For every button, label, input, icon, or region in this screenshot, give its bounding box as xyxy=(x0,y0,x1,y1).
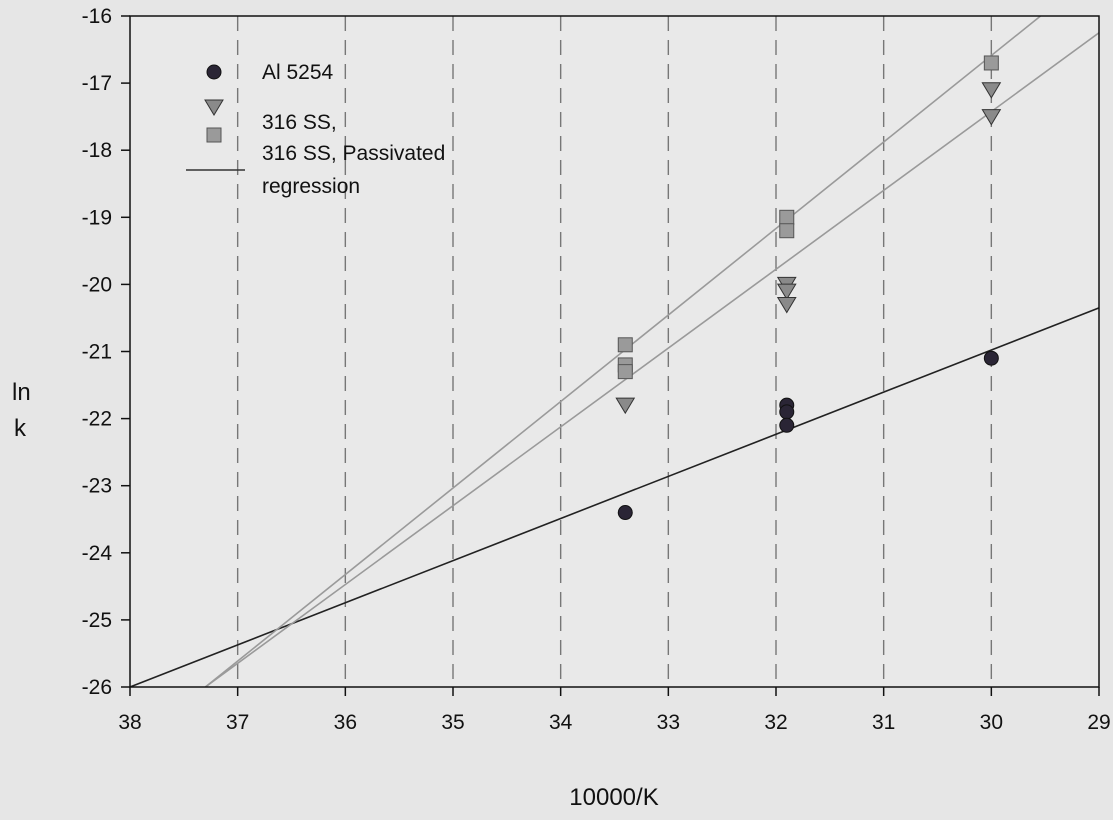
regression-lines xyxy=(130,16,1099,687)
axes: 38 37 36 35 34 33 32 31 30 29 -16 -17 -18 -19 -20 -21 -2… xyxy=(82,5,1111,734)
y-tick-label: -20 xyxy=(82,273,112,296)
legend-marker-316ss-passivated xyxy=(206,127,222,143)
legend-label-regression: regression xyxy=(262,175,360,198)
y-tick-label: -23 xyxy=(82,475,112,498)
data-point xyxy=(779,209,795,225)
y-axis-label-line-2: k xyxy=(14,415,27,442)
plot-area xyxy=(130,16,1099,687)
data-point xyxy=(617,337,633,353)
y-tick-label: -16 xyxy=(82,5,112,28)
legend-label-316ss: 316 SS, xyxy=(262,111,337,134)
x-tick-label: 31 xyxy=(872,711,895,734)
x-tick-label: 35 xyxy=(441,711,464,734)
x-tick-label: 33 xyxy=(657,711,680,734)
regression-line xyxy=(204,32,1099,687)
data-point xyxy=(779,417,795,433)
regression-line xyxy=(204,16,1042,687)
legend-label-316ss-passivated: 316 SS, Passivated xyxy=(262,142,445,165)
y-axis-label-line-1: ln xyxy=(12,379,31,406)
y-tick-label: -26 xyxy=(82,676,112,699)
x-axis-label: 10000/K xyxy=(569,784,658,811)
data-point xyxy=(776,297,797,314)
y-tick-label: -22 xyxy=(82,408,112,431)
y-tick-label: -19 xyxy=(82,206,112,229)
data-points xyxy=(615,55,1002,521)
x-tick-label: 29 xyxy=(1087,711,1110,734)
x-tick-label: 32 xyxy=(764,711,787,734)
x-tick-label: 36 xyxy=(334,711,357,734)
legend: Al 5254 316 SS, 316 SS, Passivated regre… xyxy=(186,61,445,198)
data-point xyxy=(981,109,1002,126)
y-tick-label: -17 xyxy=(82,72,112,95)
legend-marker-al5254 xyxy=(206,64,222,80)
data-point xyxy=(776,283,797,301)
data-point xyxy=(983,350,999,366)
y-tick-label: -24 xyxy=(82,542,113,565)
x-tick-label: 38 xyxy=(118,711,141,734)
data-point xyxy=(617,505,633,521)
data-point xyxy=(983,55,999,71)
y-tick-label: -21 xyxy=(82,341,112,364)
x-tick-label: 30 xyxy=(980,711,1003,734)
data-point xyxy=(981,82,1002,99)
data-point xyxy=(779,404,795,420)
data-point xyxy=(615,397,636,415)
data-point xyxy=(617,364,633,380)
y-tick-label: -18 xyxy=(82,139,112,162)
legend-label-al5254: Al 5254 xyxy=(262,61,334,84)
x-tick-label: 34 xyxy=(549,711,573,734)
data-point xyxy=(779,223,795,239)
legend-marker-316ss xyxy=(204,99,224,116)
y-tick-label: -25 xyxy=(82,609,112,632)
x-tick-label: 37 xyxy=(226,711,249,734)
